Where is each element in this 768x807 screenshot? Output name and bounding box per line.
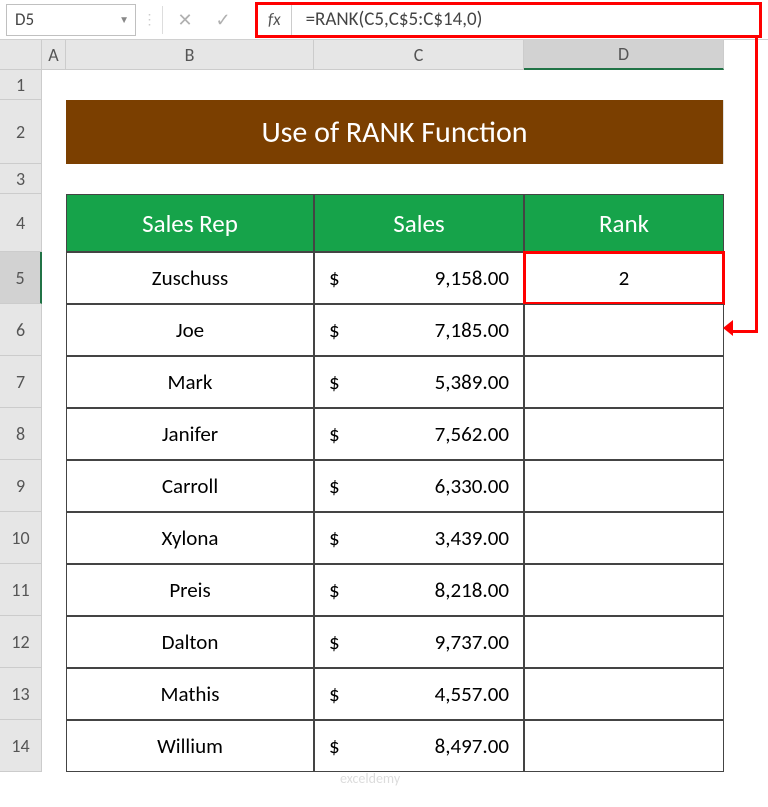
callout-arrow bbox=[755, 37, 758, 332]
cell-sales-11[interactable]: $8,218.00 bbox=[314, 564, 524, 616]
formula-bar: D5 ▼ ⋮ ✕ ✓ fx =RANK(C5,C$5:C$14,0) bbox=[0, 0, 768, 40]
col-header-b[interactable]: B bbox=[66, 40, 314, 70]
cell-rep-8[interactable]: Janifer bbox=[66, 408, 314, 460]
select-all-corner[interactable] bbox=[0, 40, 42, 70]
name-box-value: D5 bbox=[15, 9, 34, 30]
watermark: exceldemy bbox=[340, 770, 400, 787]
cell-rep-6[interactable]: Joe bbox=[66, 304, 314, 356]
row-header-11[interactable]: 11 bbox=[0, 564, 42, 616]
cell-rep-10[interactable]: Xylona bbox=[66, 512, 314, 564]
formula-highlight: fx =RANK(C5,C$5:C$14,0) bbox=[255, 2, 762, 38]
enter-icon[interactable]: ✓ bbox=[207, 4, 239, 36]
row-header-2[interactable]: 2 bbox=[0, 100, 42, 164]
row-header-13[interactable]: 13 bbox=[0, 668, 42, 720]
row-header-10[interactable]: 10 bbox=[0, 512, 42, 564]
cell-sales-14[interactable]: $8,497.00 bbox=[314, 720, 524, 772]
callout-arrowhead bbox=[723, 320, 733, 336]
cell-rep-14[interactable]: Willium bbox=[66, 720, 314, 772]
row-header-12[interactable]: 12 bbox=[0, 616, 42, 668]
cell-rep-9[interactable]: Carroll bbox=[66, 460, 314, 512]
cell-sales-5[interactable]: $9,158.00 bbox=[314, 252, 524, 304]
cell-rep-7[interactable]: Mark bbox=[66, 356, 314, 408]
cell-rep-12[interactable]: Dalton bbox=[66, 616, 314, 668]
row-header-5[interactable]: 5 bbox=[0, 252, 42, 304]
cell-sales-13[interactable]: $4,557.00 bbox=[314, 668, 524, 720]
row-header-9[interactable]: 9 bbox=[0, 460, 42, 512]
title-cell[interactable]: Use of RANK Function bbox=[66, 100, 724, 164]
column-headers: ABCD bbox=[42, 40, 724, 70]
cell-rep-11[interactable]: Preis bbox=[66, 564, 314, 616]
cancel-icon[interactable]: ✕ bbox=[169, 4, 201, 36]
row-header-7[interactable]: 7 bbox=[0, 356, 42, 408]
cell-sales-12[interactable]: $9,737.00 bbox=[314, 616, 524, 668]
cell-rank-12[interactable] bbox=[524, 616, 724, 668]
cell-rank-9[interactable] bbox=[524, 460, 724, 512]
row-headers: 1234567891011121314 bbox=[0, 70, 42, 772]
header-sales[interactable]: Sales bbox=[314, 194, 524, 252]
col-header-d[interactable]: D bbox=[524, 40, 724, 70]
separator bbox=[162, 6, 163, 34]
cell-rank-13[interactable] bbox=[524, 668, 724, 720]
cell-rank-6[interactable] bbox=[524, 304, 724, 356]
cell-rank-5[interactable]: 2 bbox=[524, 252, 724, 304]
cell-sales-6[interactable]: $7,185.00 bbox=[314, 304, 524, 356]
cell-rank-10[interactable] bbox=[524, 512, 724, 564]
chevron-down-icon[interactable]: ▼ bbox=[119, 13, 129, 26]
cell-rank-8[interactable] bbox=[524, 408, 724, 460]
col-header-c[interactable]: C bbox=[314, 40, 524, 70]
row-header-3[interactable]: 3 bbox=[0, 164, 42, 194]
cell-sales-8[interactable]: $7,562.00 bbox=[314, 408, 524, 460]
row-header-1[interactable]: 1 bbox=[0, 70, 42, 100]
cell-rank-14[interactable] bbox=[524, 720, 724, 772]
cell-sales-9[interactable]: $6,330.00 bbox=[314, 460, 524, 512]
name-box[interactable]: D5 ▼ bbox=[6, 4, 136, 36]
cell-rank-11[interactable] bbox=[524, 564, 724, 616]
drag-dots-icon: ⋮ bbox=[142, 11, 156, 28]
header-sales-rep[interactable]: Sales Rep bbox=[66, 194, 314, 252]
row-header-8[interactable]: 8 bbox=[0, 408, 42, 460]
cell-rank-7[interactable] bbox=[524, 356, 724, 408]
row-header-6[interactable]: 6 bbox=[0, 304, 42, 356]
fx-icon[interactable]: fx bbox=[258, 5, 292, 35]
callout-arrow bbox=[730, 330, 758, 333]
cell-sales-10[interactable]: $3,439.00 bbox=[314, 512, 524, 564]
col-header-a[interactable]: A bbox=[42, 40, 66, 70]
header-rank[interactable]: Rank bbox=[524, 194, 724, 252]
formula-input[interactable]: =RANK(C5,C$5:C$14,0) bbox=[292, 8, 759, 31]
cell-sales-7[interactable]: $5,389.00 bbox=[314, 356, 524, 408]
cell-rep-5[interactable]: Zuschuss bbox=[66, 252, 314, 304]
row-header-14[interactable]: 14 bbox=[0, 720, 42, 772]
cell-rep-13[interactable]: Mathis bbox=[66, 668, 314, 720]
row-header-4[interactable]: 4 bbox=[0, 194, 42, 252]
